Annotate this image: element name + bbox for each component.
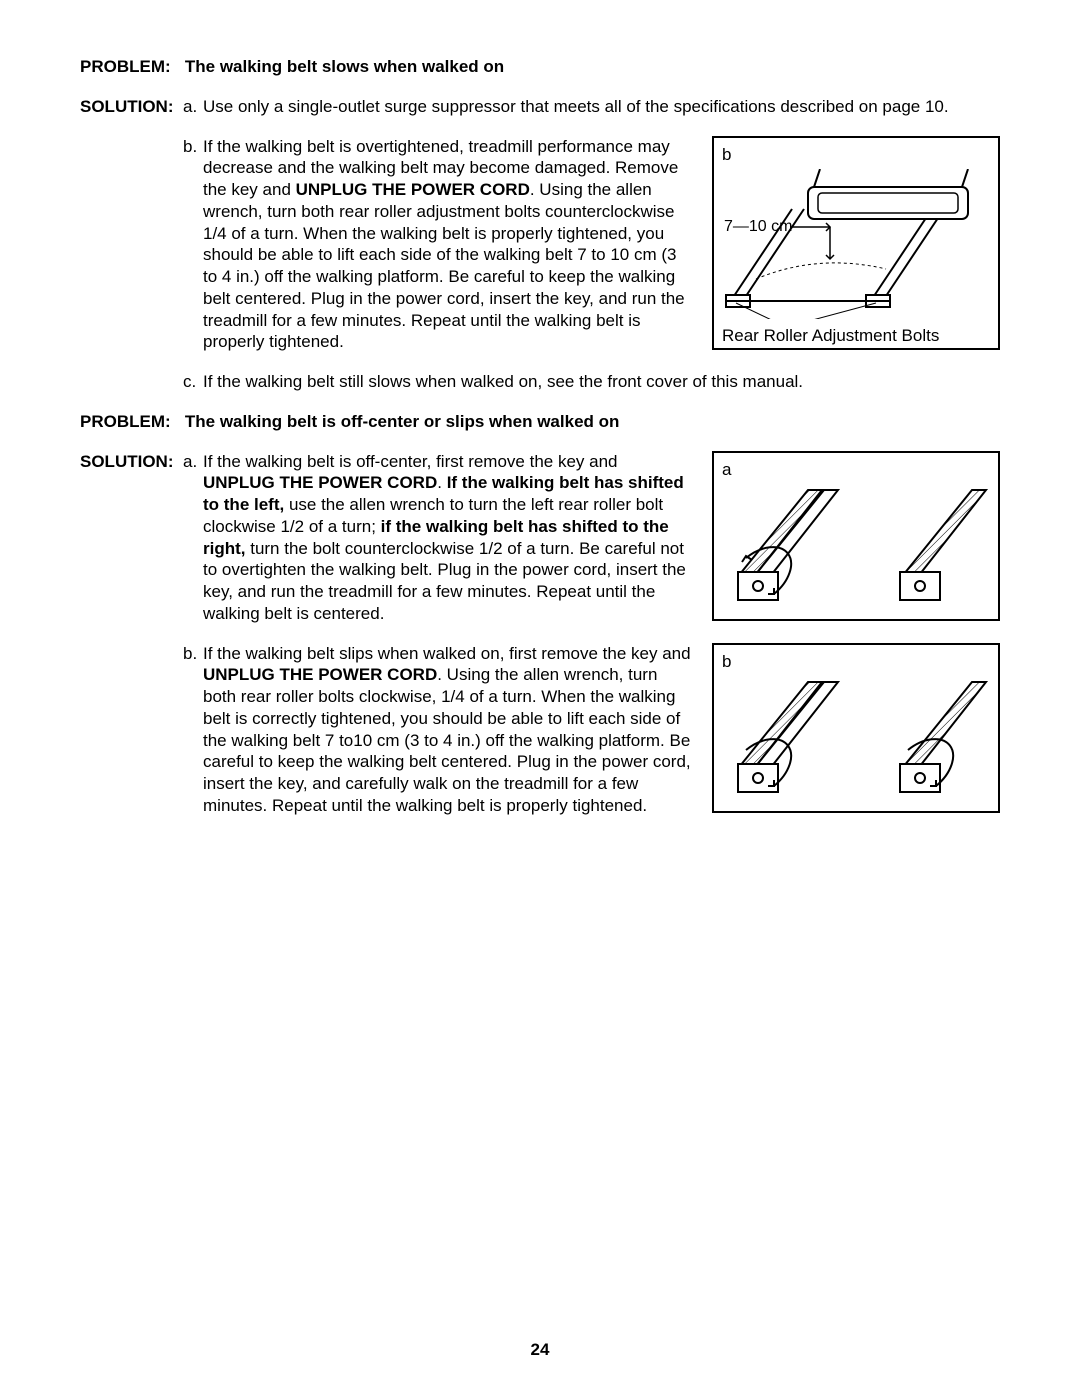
s2-b-letter: b. bbox=[183, 643, 203, 817]
manual-page: PROBLEM: The walking belt slows when wal… bbox=[0, 0, 1080, 1397]
s1-a-text: Use only a single-outlet surge suppresso… bbox=[203, 96, 1000, 118]
s1-b-post: . Using the allen wrench, turn both rear… bbox=[203, 180, 685, 351]
s2-a-text: If the walking belt is off-center, first… bbox=[203, 451, 692, 625]
s2-a-t4: turn the bolt counterclockwise 1/2 of a … bbox=[203, 539, 686, 623]
s2-b-text: If the walking belt slips when walked on… bbox=[203, 643, 692, 817]
fig1b-label: b bbox=[722, 144, 990, 166]
treadmill-top-diagram: 7—10 cm bbox=[722, 169, 990, 319]
s1-b-letter: b. bbox=[183, 136, 203, 354]
s1-b-bold: UNPLUG THE POWER CORD bbox=[296, 180, 530, 199]
s1-b-text: If the walking belt is overtightened, tr… bbox=[203, 136, 692, 354]
s2-a-t2: . bbox=[437, 473, 446, 492]
s2-a-block: SOLUTION: a. If the walking belt is off-… bbox=[80, 451, 1000, 625]
fig2a-label: a bbox=[722, 459, 990, 481]
s1-c-text: If the walking belt still slows when wal… bbox=[203, 371, 1000, 393]
problem2-text: The walking belt is off-center or slips … bbox=[185, 412, 620, 431]
problem1-label: PROBLEM: bbox=[80, 57, 171, 76]
s2-b-t2: . Using the allen wrench, turn both rear… bbox=[203, 665, 691, 815]
figure-2b: b bbox=[712, 643, 1000, 813]
problem1-text: The walking belt slows when walked on bbox=[185, 57, 504, 76]
s2-a-letter: a. bbox=[183, 451, 203, 625]
roller-both-diagram bbox=[722, 676, 990, 810]
problem2-title: PROBLEM: The walking belt is off-center … bbox=[80, 411, 1000, 433]
problem1-title: PROBLEM: The walking belt slows when wal… bbox=[80, 56, 1000, 78]
s1-b-block: b. If the walking belt is overtightened,… bbox=[183, 136, 1000, 354]
solution1-a: SOLUTION: a. Use only a single-outlet su… bbox=[80, 96, 1000, 118]
page-number: 24 bbox=[0, 1339, 1080, 1361]
problem2-label: PROBLEM: bbox=[80, 412, 171, 431]
s2-b-b1: UNPLUG THE POWER CORD bbox=[203, 665, 437, 684]
fig1b-dist: 7—10 cm bbox=[724, 218, 792, 235]
s1-c-letter: c. bbox=[183, 371, 203, 393]
solution1-label: SOLUTION: bbox=[80, 96, 183, 118]
fig1b-caption: Rear Roller Adjustment Bolts bbox=[722, 325, 990, 347]
s1-a-letter: a. bbox=[183, 96, 203, 118]
solution2-label: SOLUTION: bbox=[80, 451, 183, 625]
s2-b-t1: If the walking belt slips when walked on… bbox=[203, 644, 691, 663]
fig2b-label: b bbox=[722, 651, 990, 673]
s2-a-b1: UNPLUG THE POWER CORD bbox=[203, 473, 437, 492]
roller-left-diagram bbox=[722, 484, 990, 618]
figure-1b: b bbox=[712, 136, 1000, 350]
s1-c-block: c. If the walking belt still slows when … bbox=[183, 371, 1000, 393]
s2-b-block: b. If the walking belt slips when walked… bbox=[183, 643, 1000, 817]
s2-a-t1: If the walking belt is off-center, first… bbox=[203, 452, 618, 471]
figure-2a: a bbox=[712, 451, 1000, 621]
